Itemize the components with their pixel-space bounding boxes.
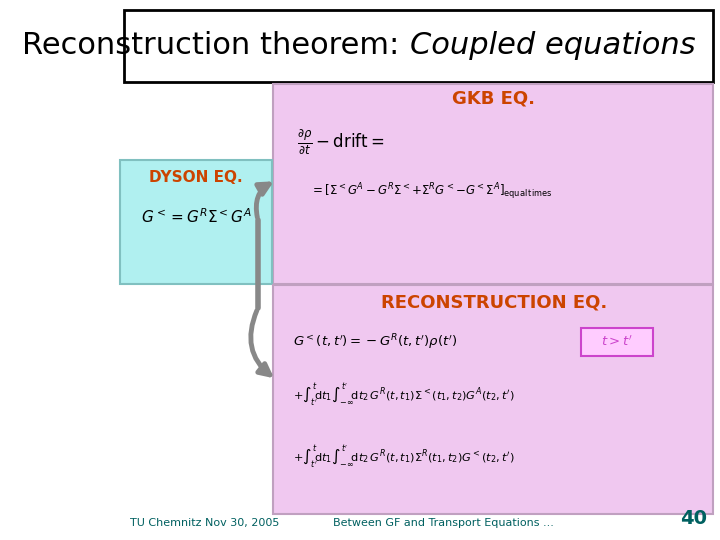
Text: $G^<(t,t') = -G^R(t,t')\rho(t')$: $G^<(t,t') = -G^R(t,t')\rho(t')$ [293,332,457,352]
Text: $+\int_{t'}^{t}\!\mathrm{d}t_1\int_{-\infty}^{t'}\!\mathrm{d}t_2\, G^R(t,t_1)\Si: $+\int_{t'}^{t}\!\mathrm{d}t_1\int_{-\in… [293,443,515,470]
Text: $= \left[ \Sigma^< G^A - G^R \Sigma^< + \Sigma^R G^< - G^< \Sigma^A \right]_{\ma: $= \left[ \Sigma^< G^A - G^R \Sigma^< + … [310,181,552,202]
Text: $t > t'$: $t > t'$ [601,335,633,349]
Text: Between GF and Transport Equations ...: Between GF and Transport Equations ... [333,518,554,528]
FancyBboxPatch shape [120,160,272,284]
FancyBboxPatch shape [124,10,714,82]
Text: TU Chemnitz Nov 30, 2005: TU Chemnitz Nov 30, 2005 [130,518,279,528]
Text: $+\int_{t'}^{t}\!\mathrm{d}t_1\int_{-\infty}^{t'}\!\mathrm{d}t_2\, G^R(t,t_1)\Si: $+\int_{t'}^{t}\!\mathrm{d}t_1\int_{-\in… [293,381,515,409]
Text: Reconstruction theorem:: Reconstruction theorem: [22,30,409,59]
Text: $G^< = G^R \Sigma^< G^A$: $G^< = G^R \Sigma^< G^A$ [140,208,251,226]
Text: DYSON EQ.: DYSON EQ. [149,170,243,185]
Text: RECONSTRUCTION EQ.: RECONSTRUCTION EQ. [381,293,607,311]
Text: $\frac{\partial\rho}{\partial t} - \mathrm{drift} = $: $\frac{\partial\rho}{\partial t} - \math… [297,127,385,157]
FancyBboxPatch shape [273,84,714,284]
FancyBboxPatch shape [581,328,653,356]
Text: 40: 40 [680,509,708,528]
Text: GKB EQ.: GKB EQ. [452,89,536,107]
FancyBboxPatch shape [273,285,714,514]
Text: Coupled equations: Coupled equations [410,30,696,59]
